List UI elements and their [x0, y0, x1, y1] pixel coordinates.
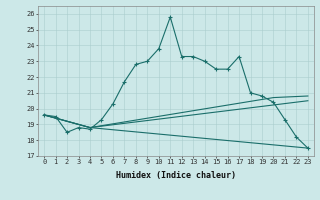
X-axis label: Humidex (Indice chaleur): Humidex (Indice chaleur) — [116, 171, 236, 180]
